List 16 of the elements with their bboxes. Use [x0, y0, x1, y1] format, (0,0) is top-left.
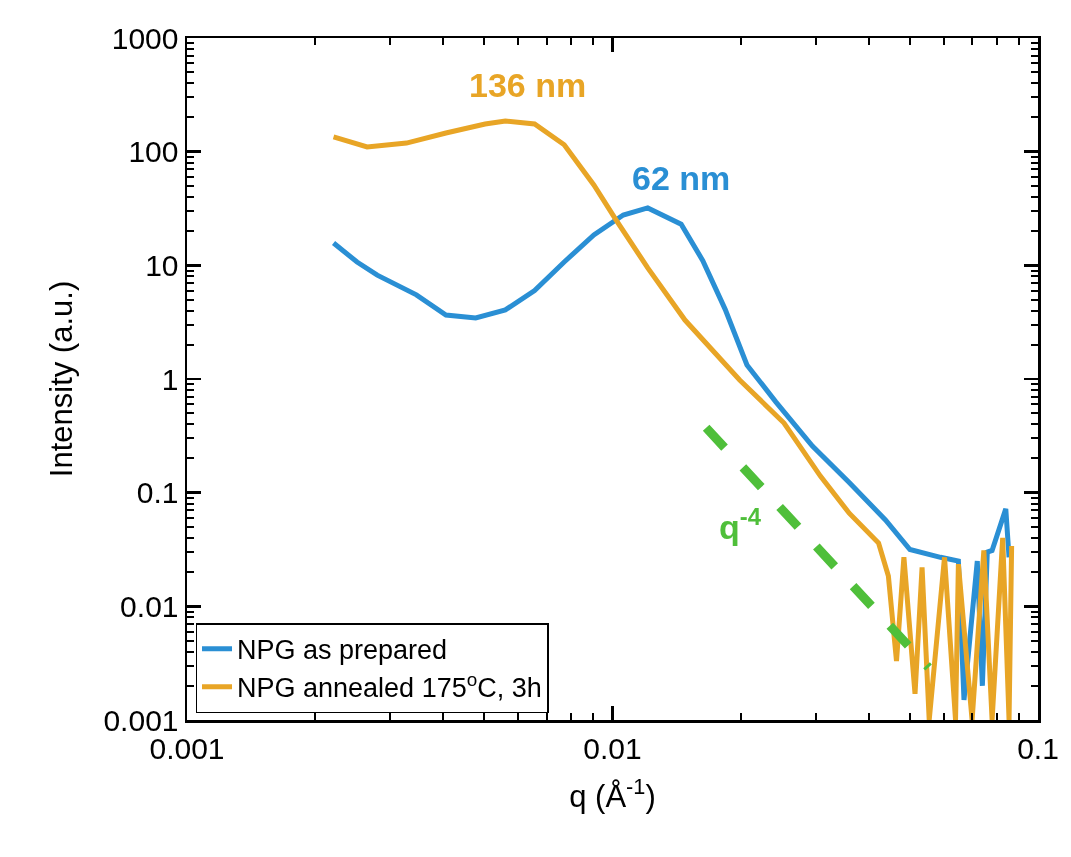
y-tick-label: 1000: [111, 21, 179, 55]
y-axis-title: Intensity (a.u.): [43, 280, 79, 478]
annotation: 136 nm: [469, 66, 587, 104]
y-tick-label: 10: [145, 248, 179, 282]
annotation: 62 nm: [632, 159, 731, 197]
annotation: q$^{-4}$: [719, 503, 762, 547]
y-tick-label: 0.01: [120, 589, 179, 623]
x-tick-label: 0.1: [1017, 731, 1059, 765]
y-tick-label: 100: [128, 135, 179, 169]
legend-label: NPG as prepared: [237, 635, 448, 666]
y-tick-label: 0.1: [136, 476, 179, 510]
y-tick-label: 0.001: [103, 703, 179, 737]
y-tick-label: 1: [161, 362, 179, 396]
x-axis-title: q (Å$^{-1}$): [569, 773, 656, 814]
x-tick-label: 0.01: [583, 731, 642, 765]
legend-label: NPG annealed 175$^{o}$C, 3h: [237, 669, 542, 704]
